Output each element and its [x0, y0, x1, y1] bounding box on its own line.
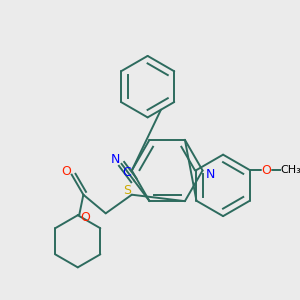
Text: N: N [206, 168, 215, 181]
Text: S: S [123, 184, 131, 196]
Text: N: N [110, 153, 120, 166]
Text: C: C [122, 166, 131, 179]
Text: O: O [80, 211, 90, 224]
Text: CH₃: CH₃ [280, 165, 300, 175]
Text: O: O [61, 165, 71, 178]
Text: O: O [262, 164, 272, 176]
